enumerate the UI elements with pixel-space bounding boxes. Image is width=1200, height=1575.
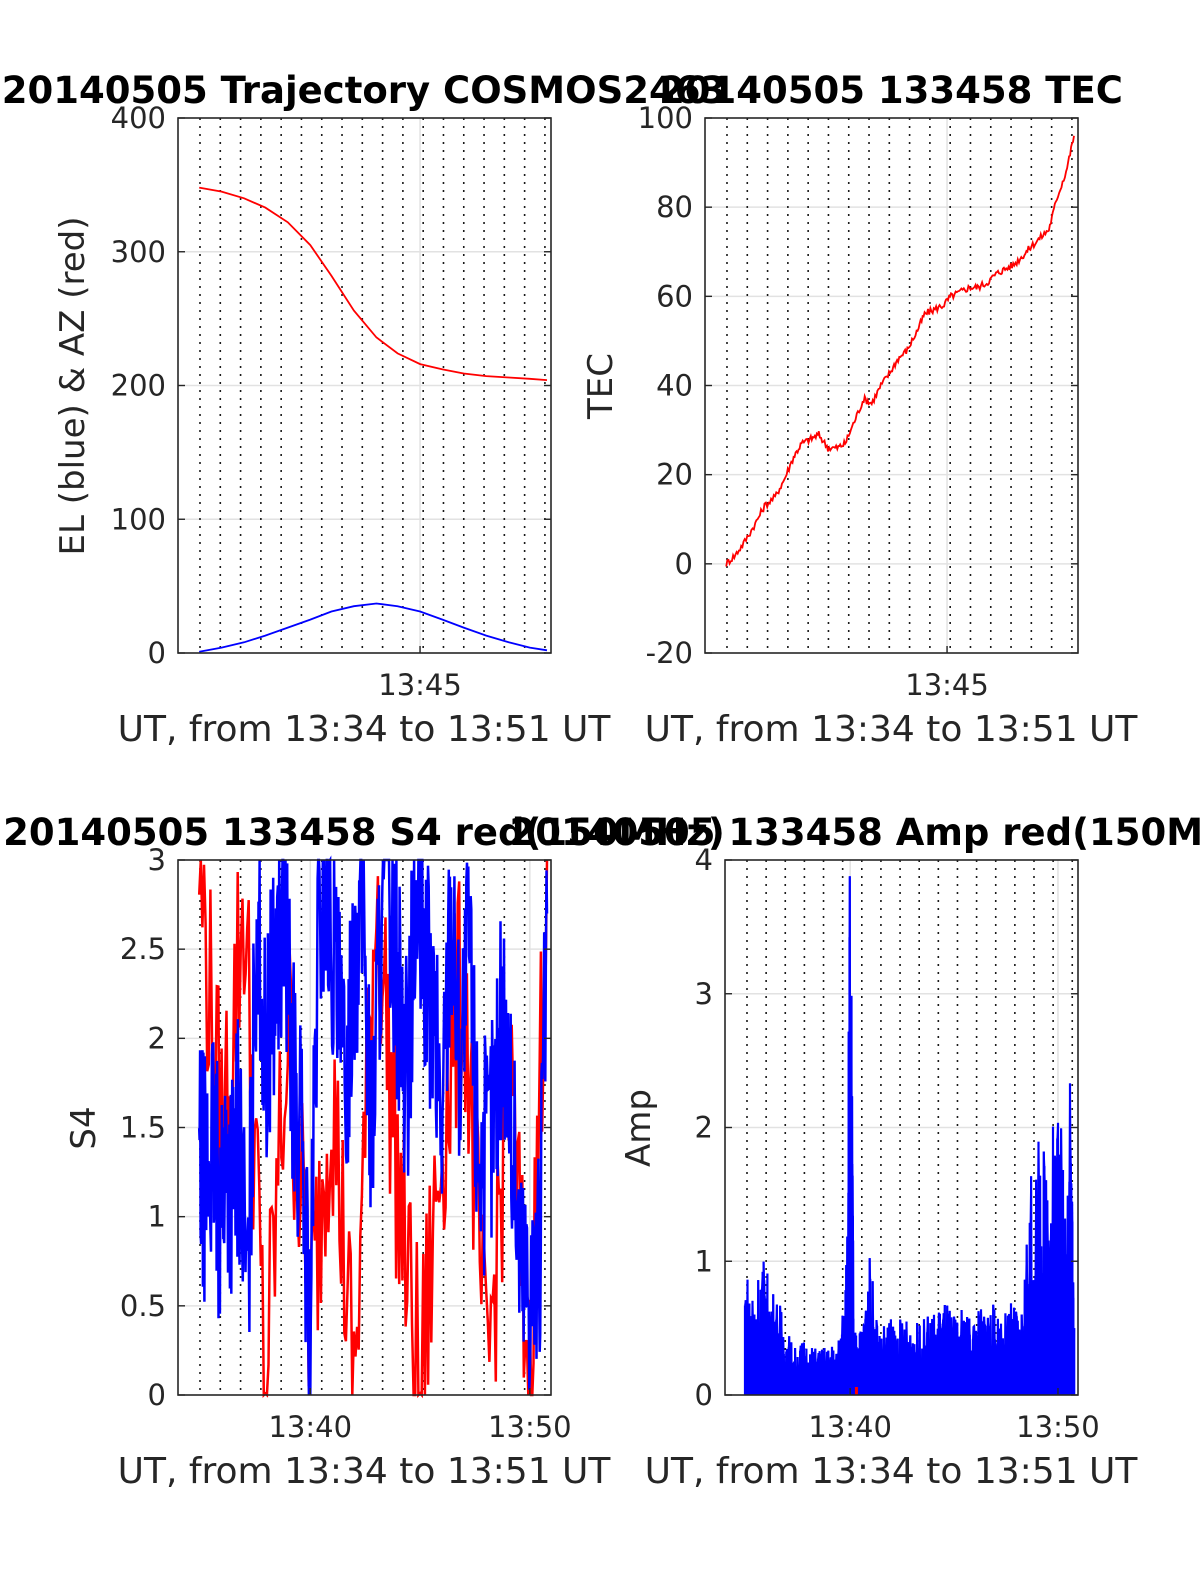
x-tick-label: 13:40 — [808, 1410, 892, 1444]
amp-xlabel: UT, from 13:34 to 13:51 UT — [645, 1451, 1139, 1492]
y-tick-label: 4 — [695, 843, 713, 877]
trajectory-red-series — [199, 186, 548, 381]
y-tick-label: 2.5 — [120, 932, 166, 966]
y-tick-label: 1.5 — [120, 1111, 166, 1145]
s4-xlabel: UT, from 13:34 to 13:51 UT — [118, 1451, 612, 1492]
y-tick-label: 100 — [111, 502, 166, 536]
y-tick-label: 3 — [695, 977, 713, 1011]
y-tick-label: 0 — [695, 1378, 713, 1412]
y-tick-label: 60 — [656, 279, 693, 313]
y-tick-label: 100 — [638, 101, 693, 135]
y-tick-label: 1 — [695, 1244, 713, 1278]
x-tick-label: 13:45 — [905, 668, 989, 702]
amp-blue-series — [744, 876, 1076, 1383]
y-tick-label: 40 — [656, 369, 693, 403]
y-tick-label: 400 — [111, 101, 166, 135]
x-tick-label: 13:50 — [488, 1410, 572, 1444]
y-tick-label: 200 — [111, 369, 166, 403]
y-tick-label: 300 — [111, 235, 166, 269]
y-tick-label: 20 — [656, 458, 693, 492]
x-tick-label: 13:40 — [268, 1410, 352, 1444]
y-tick-label: 2 — [148, 1021, 166, 1055]
amp-title: 20140505 133458 Amp red(150MHz) — [510, 811, 1200, 854]
y-tick-label: 0 — [148, 1378, 166, 1412]
y-tick-label: 0 — [148, 636, 166, 670]
x-tick-label: 13:45 — [378, 668, 462, 702]
y-tick-label: 0 — [675, 547, 693, 581]
tec-red-series — [725, 135, 1075, 567]
y-tick-label: 1 — [148, 1200, 166, 1234]
amp-panel: 0 1 2 3 4 13:40 13:50 20140505 133458 Amp red(1… — [510, 811, 1200, 1492]
tec-title: 20140505 133458 TEC — [659, 69, 1123, 112]
trajectory-blue-series — [199, 602, 548, 653]
x-tick-label: 13:50 — [1016, 1410, 1100, 1444]
s4-blue-series — [197, 855, 549, 1396]
trajectory-xlabel: UT, from 13:34 to 13:51 UT — [118, 709, 612, 750]
y-tick-label: -20 — [646, 636, 693, 670]
y-tick-label: 2 — [695, 1111, 713, 1145]
tec-panel: -20 0 20 40 60 80 100 13:45 20140505 133458 TEC U… — [581, 69, 1138, 750]
trajectory-title: 20140505 Trajectory COSMOS2463 — [2, 69, 726, 112]
amp-ylabel: Amp — [619, 1089, 659, 1167]
s4-title: 20140505 133458 S4 red(150MHz) — [3, 811, 725, 854]
y-tick-label: 0.5 — [120, 1289, 166, 1323]
tec-xlabel: UT, from 13:34 to 13:51 UT — [645, 709, 1139, 750]
trajectory-ylabel: EL (blue) & AZ (red) — [53, 216, 93, 555]
s4-panel: 0 0.5 1 1.5 2 2.5 3 13:40 13:50 20140505 133458 S… — [3, 811, 725, 1492]
s4-ylabel: S4 — [64, 1106, 104, 1149]
tec-ylabel: TEC — [581, 353, 621, 420]
y-tick-label: 80 — [656, 190, 693, 224]
y-tick-label: 3 — [148, 843, 166, 877]
amp-blue-series — [743, 876, 1076, 1395]
